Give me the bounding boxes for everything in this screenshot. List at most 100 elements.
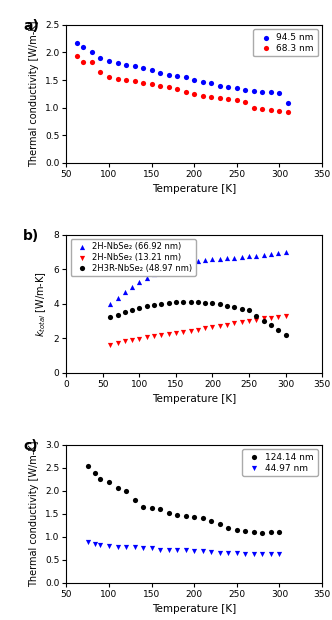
94.5 nm xyxy=(175,71,180,81)
124.14 nm xyxy=(175,510,180,520)
44.97 nm xyxy=(85,538,90,547)
Text: c): c) xyxy=(23,439,38,453)
2H3R-NbSe₂ (48.97 nm) xyxy=(283,330,288,340)
68.3 nm xyxy=(132,76,137,86)
44.97 nm xyxy=(260,549,265,559)
44.97 nm xyxy=(234,548,239,558)
124.14 nm xyxy=(124,485,129,495)
2H3R-NbSe₂ (48.97 nm) xyxy=(144,301,149,311)
44.97 nm xyxy=(268,549,274,559)
124.14 nm xyxy=(115,484,120,494)
2H3R-NbSe₂ (48.97 nm) xyxy=(115,310,120,320)
2H3R-NbSe₂ (48.97 nm) xyxy=(261,316,266,326)
124.14 nm xyxy=(140,502,146,512)
2H-NbSe₂ (13.21 nm) xyxy=(210,322,215,332)
94.5 nm xyxy=(166,69,171,79)
94.5 nm xyxy=(75,38,80,48)
2H-NbSe₂ (66.92 nm) xyxy=(268,249,274,259)
68.3 nm xyxy=(81,57,86,67)
2H-NbSe₂ (66.92 nm) xyxy=(115,293,120,303)
68.3 nm xyxy=(277,106,282,116)
2H-NbSe₂ (13.21 nm) xyxy=(151,331,157,341)
44.97 nm xyxy=(192,546,197,556)
2H-NbSe₂ (13.21 nm) xyxy=(159,330,164,340)
94.5 nm xyxy=(140,63,146,73)
2H-NbSe₂ (66.92 nm) xyxy=(232,252,237,262)
2H-NbSe₂ (66.92 nm) xyxy=(195,255,201,265)
94.5 nm xyxy=(234,83,239,93)
2H-NbSe₂ (13.21 nm) xyxy=(108,340,113,350)
68.3 nm xyxy=(149,79,154,89)
44.97 nm xyxy=(183,545,188,555)
X-axis label: Temperature [K]: Temperature [K] xyxy=(152,604,236,614)
2H3R-NbSe₂ (48.97 nm) xyxy=(224,301,230,311)
2H3R-NbSe₂ (48.97 nm) xyxy=(188,297,193,307)
2H-NbSe₂ (66.92 nm) xyxy=(283,247,288,257)
94.5 nm xyxy=(81,42,86,52)
94.5 nm xyxy=(208,78,214,88)
68.3 nm xyxy=(200,91,206,100)
68.3 nm xyxy=(89,58,95,68)
2H3R-NbSe₂ (48.97 nm) xyxy=(254,311,259,321)
94.5 nm xyxy=(285,98,290,108)
68.3 nm xyxy=(140,78,146,88)
2H-NbSe₂ (66.92 nm) xyxy=(129,281,135,291)
124.14 nm xyxy=(217,519,222,529)
44.97 nm xyxy=(106,541,112,551)
68.3 nm xyxy=(106,72,112,82)
Y-axis label: Thermal conductivity [W/m-K]: Thermal conductivity [W/m-K] xyxy=(30,20,40,167)
124.14 nm xyxy=(85,461,90,471)
2H3R-NbSe₂ (48.97 nm) xyxy=(108,312,113,322)
Legend: 124.14 nm, 44.97 nm: 124.14 nm, 44.97 nm xyxy=(242,450,317,476)
2H-NbSe₂ (13.21 nm) xyxy=(232,318,237,328)
94.5 nm xyxy=(277,88,282,98)
2H3R-NbSe₂ (48.97 nm) xyxy=(268,319,274,329)
2H-NbSe₂ (66.92 nm) xyxy=(151,270,157,280)
2H-NbSe₂ (13.21 nm) xyxy=(268,312,274,322)
2H-NbSe₂ (13.21 nm) xyxy=(276,312,281,322)
68.3 nm xyxy=(260,104,265,114)
44.97 nm xyxy=(115,542,120,552)
44.97 nm xyxy=(217,548,222,558)
44.97 nm xyxy=(200,547,206,557)
2H-NbSe₂ (13.21 nm) xyxy=(203,324,208,334)
X-axis label: Temperature [K]: Temperature [K] xyxy=(152,394,236,404)
2H-NbSe₂ (66.92 nm) xyxy=(261,250,266,260)
2H-NbSe₂ (13.21 nm) xyxy=(137,334,142,343)
68.3 nm xyxy=(226,94,231,104)
2H-NbSe₂ (66.92 nm) xyxy=(137,277,142,287)
124.14 nm xyxy=(166,508,171,518)
2H-NbSe₂ (66.92 nm) xyxy=(224,253,230,263)
2H-NbSe₂ (66.92 nm) xyxy=(217,254,222,264)
2H3R-NbSe₂ (48.97 nm) xyxy=(210,298,215,308)
2H-NbSe₂ (13.21 nm) xyxy=(239,317,244,327)
2H-NbSe₂ (13.21 nm) xyxy=(129,335,135,345)
Legend: 94.5 nm, 68.3 nm: 94.5 nm, 68.3 nm xyxy=(253,29,317,56)
68.3 nm xyxy=(268,105,274,115)
44.97 nm xyxy=(251,549,257,559)
2H-NbSe₂ (66.92 nm) xyxy=(276,248,281,258)
44.97 nm xyxy=(92,539,97,549)
Y-axis label: Thermal conductivity [W/m-K]: Thermal conductivity [W/m-K] xyxy=(30,440,40,587)
94.5 nm xyxy=(106,56,112,66)
2H-NbSe₂ (13.21 nm) xyxy=(217,321,222,331)
2H-NbSe₂ (66.92 nm) xyxy=(159,266,164,276)
94.5 nm xyxy=(115,58,120,68)
94.5 nm xyxy=(192,75,197,85)
124.14 nm xyxy=(200,513,206,523)
2H3R-NbSe₂ (48.97 nm) xyxy=(129,306,135,316)
124.14 nm xyxy=(192,512,197,522)
2H-NbSe₂ (13.21 nm) xyxy=(144,332,149,342)
124.14 nm xyxy=(251,527,257,537)
94.5 nm xyxy=(260,87,265,97)
124.14 nm xyxy=(183,511,188,521)
68.3 nm xyxy=(243,97,248,107)
2H-NbSe₂ (13.21 nm) xyxy=(261,314,266,324)
44.97 nm xyxy=(226,548,231,558)
2H3R-NbSe₂ (48.97 nm) xyxy=(173,298,179,308)
124.14 nm xyxy=(277,527,282,537)
2H-NbSe₂ (66.92 nm) xyxy=(144,273,149,283)
44.97 nm xyxy=(175,545,180,555)
94.5 nm xyxy=(89,48,95,58)
44.97 nm xyxy=(277,549,282,559)
